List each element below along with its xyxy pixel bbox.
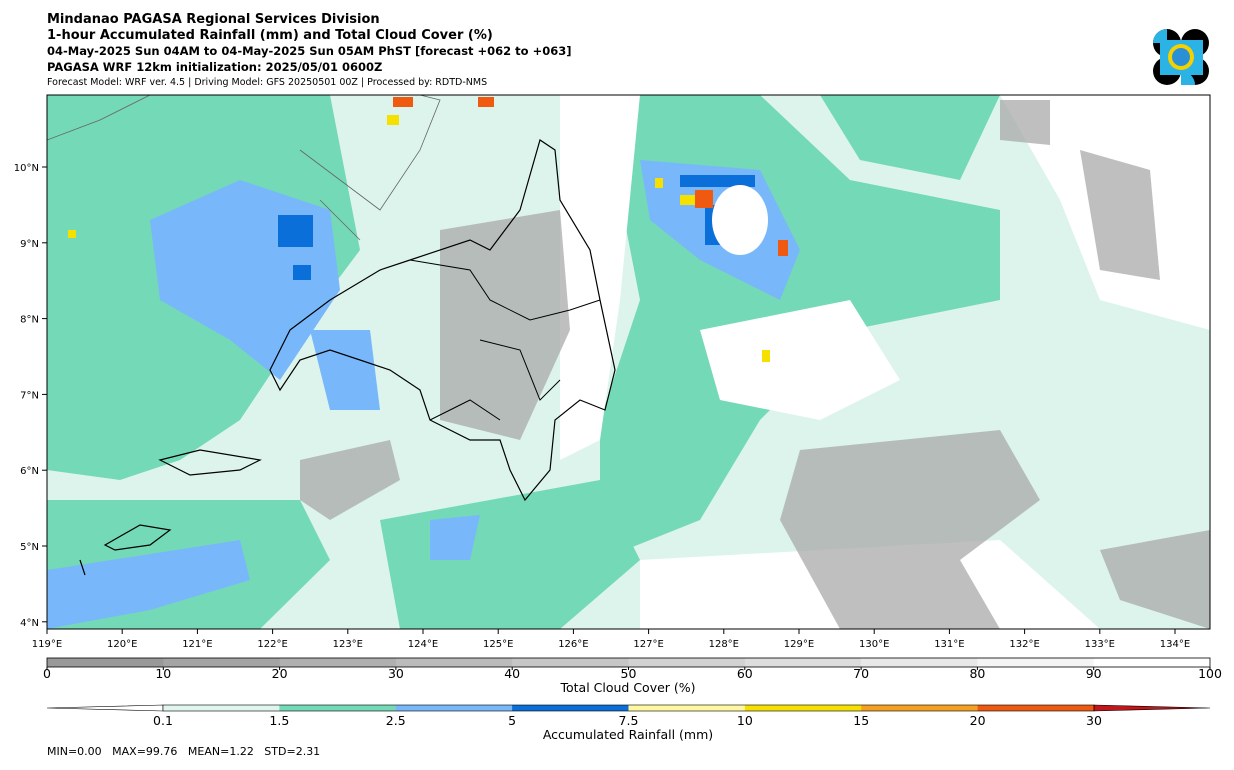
lon-label: 121°E	[182, 639, 212, 650]
header-line: 04-May-2025 Sun 04AM to 04-May-2025 Sun …	[47, 44, 571, 58]
lon-label: 132°E	[1009, 639, 1039, 650]
lat-label: 5°N	[20, 542, 39, 553]
cloud-bin	[744, 658, 862, 667]
cloud-bin	[977, 658, 1095, 667]
lon-label: 124°E	[408, 639, 438, 650]
header-line: Forecast Model: WRF ver. 4.5 | Driving M…	[47, 77, 487, 88]
rain-tick-label: 20	[970, 713, 986, 728]
rain-bar-frame	[162, 704, 1095, 712]
rain-tick-label: 7.5	[619, 713, 639, 728]
cloud-bin	[512, 658, 629, 667]
header-line: Mindanao PAGASA Regional Services Divisi…	[47, 12, 380, 27]
logo	[1153, 29, 1209, 85]
rain-bin	[744, 705, 862, 711]
cloud-tick-label: 50	[621, 666, 637, 681]
header-line: PAGASA WRF 12km initialization: 2025/05/…	[47, 60, 382, 74]
cloud-tick-label: 90	[1086, 666, 1102, 681]
lat-label: 10°N	[14, 163, 39, 174]
cloud-bin	[47, 658, 164, 667]
lon-label: 119°E	[32, 639, 62, 650]
lat-label: 7°N	[20, 390, 39, 401]
cloud-tick-label: 40	[504, 666, 520, 681]
lat-label: 8°N	[20, 315, 39, 326]
lon-label: 127°E	[633, 639, 663, 650]
lon-label: 133°E	[1085, 639, 1115, 650]
lat-label: 9°N	[20, 239, 39, 250]
rain-tick-label: 1.5	[269, 713, 289, 728]
cloud-bin	[628, 658, 746, 667]
rain-tick-label: 2.5	[386, 713, 406, 728]
cloud-tick-label: 0	[43, 666, 51, 681]
map-frame	[46, 94, 1211, 630]
cloud-bin	[1093, 658, 1211, 667]
rain-tick-label: 15	[853, 713, 869, 728]
rain-bin	[861, 705, 979, 711]
rain-bin	[977, 705, 1095, 711]
cloud-bar-title: Total Cloud Cover (%)	[559, 680, 695, 695]
lon-label: 122°E	[257, 639, 287, 650]
cloud-bin	[163, 658, 281, 667]
cloud-tick-label: 80	[969, 666, 985, 681]
rain-bin	[163, 705, 280, 711]
cloud-tick-label: 70	[853, 666, 869, 681]
stats: MIN=0.00 MAX=99.76 MEAN=1.22 STD=2.31	[47, 745, 320, 758]
rain-bin	[628, 705, 746, 711]
cloud-tick-label: 30	[388, 666, 404, 681]
lon-label: 129°E	[784, 639, 814, 650]
cloud-bin	[861, 658, 978, 667]
cloud-tick-label: 100	[1198, 666, 1222, 681]
lon-label: 131°E	[934, 639, 964, 650]
lon-label: 120°E	[107, 639, 137, 650]
lat-label: 6°N	[20, 466, 39, 477]
lon-label: 125°E	[483, 639, 513, 650]
cloud-tick-label: 20	[272, 666, 288, 681]
rain-tick-label: 10	[737, 713, 753, 728]
lon-label: 130°E	[859, 639, 889, 650]
rain-tick-label: 5	[508, 713, 516, 728]
rain-tick-label: 30	[1086, 713, 1102, 728]
lat-label: 4°N	[20, 618, 39, 629]
rain-bin	[395, 705, 513, 711]
lon-label: 128°E	[709, 639, 739, 650]
rain-bin	[279, 705, 397, 711]
rain-extend-high	[1093, 704, 1211, 712]
rain-tick-label: 0.1	[153, 713, 173, 728]
rain-bar-title: Accumulated Rainfall (mm)	[543, 727, 713, 742]
cloud-tick-label: 10	[155, 666, 171, 681]
map	[47, 95, 1210, 629]
rain-bin	[512, 705, 629, 711]
cloud-tick-label: 60	[737, 666, 753, 681]
lon-label: 134°E	[1160, 639, 1190, 650]
cloud-bin	[395, 658, 513, 667]
rain-extend-low	[46, 704, 164, 712]
lon-label: 123°E	[333, 639, 363, 650]
lon-label: 126°E	[558, 639, 588, 650]
cloud-bin	[279, 658, 397, 667]
header-line: 1-hour Accumulated Rainfall (mm) and Tot…	[47, 28, 493, 43]
